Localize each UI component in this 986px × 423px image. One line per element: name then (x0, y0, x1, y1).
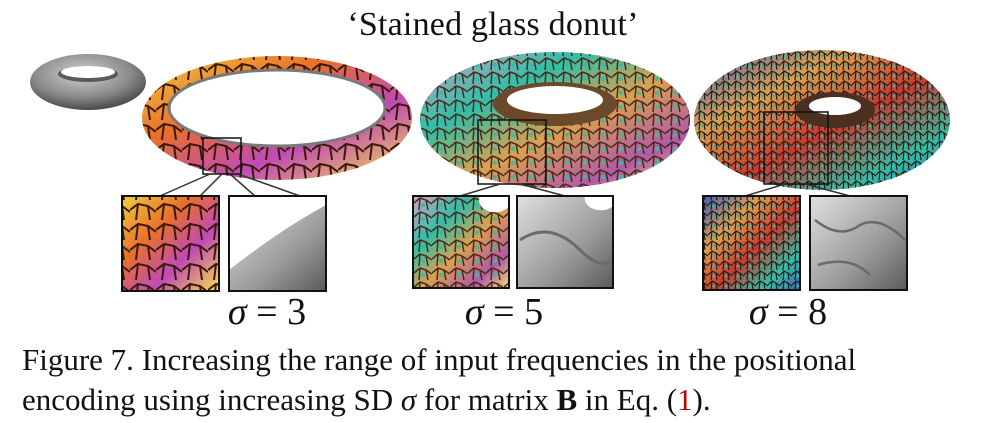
caption-text-1: Increasing the range of input frequencie… (22, 342, 857, 417)
equation-reference-link[interactable]: 1 (677, 382, 693, 417)
donut-sigma-5 (420, 52, 690, 188)
donut-sigma-3 (142, 56, 412, 180)
equals-sign: = (256, 291, 278, 333)
zoom-box (763, 111, 829, 185)
caption-text-2: for matrix (423, 382, 549, 417)
plain-torus (30, 54, 146, 110)
sigma-value: 8 (808, 291, 828, 333)
sigma-label-3: σ = 3 (197, 290, 337, 334)
zoom-connectors (159, 173, 851, 197)
figure-title: ‘Stained glass donut’ (347, 6, 639, 43)
sigma-value: 3 (287, 291, 307, 333)
caption-matrix: B (556, 382, 578, 417)
sigma-symbol: σ (227, 291, 247, 333)
equals-sign: = (493, 291, 515, 333)
caption-text-3: in Eq. ( (584, 382, 678, 417)
sigma-label-5: σ = 5 (434, 290, 574, 334)
zoom-color-sigma-3 (121, 195, 220, 292)
caption-sigma: σ (400, 382, 417, 417)
sigma-symbol: σ (748, 291, 768, 333)
zoom-normal-sigma-8 (809, 195, 908, 291)
figure-caption: Figure 7. Increasing the range of input … (22, 340, 972, 420)
equals-sign: = (777, 291, 799, 333)
caption-text-4: ). (692, 382, 711, 417)
zoom-color-sigma-8 (702, 195, 801, 291)
sigma-label-8: σ = 8 (718, 290, 858, 334)
donut-sigma-8 (694, 50, 950, 190)
zoom-normal-sigma-3 (228, 195, 327, 292)
caption-prefix: Figure 7. (22, 342, 134, 377)
sigma-value: 5 (524, 291, 544, 333)
zoom-color-sigma-5 (412, 195, 510, 289)
zoom-normal-sigma-5 (516, 195, 614, 289)
zoom-box (477, 119, 547, 185)
sigma-symbol: σ (464, 291, 484, 333)
